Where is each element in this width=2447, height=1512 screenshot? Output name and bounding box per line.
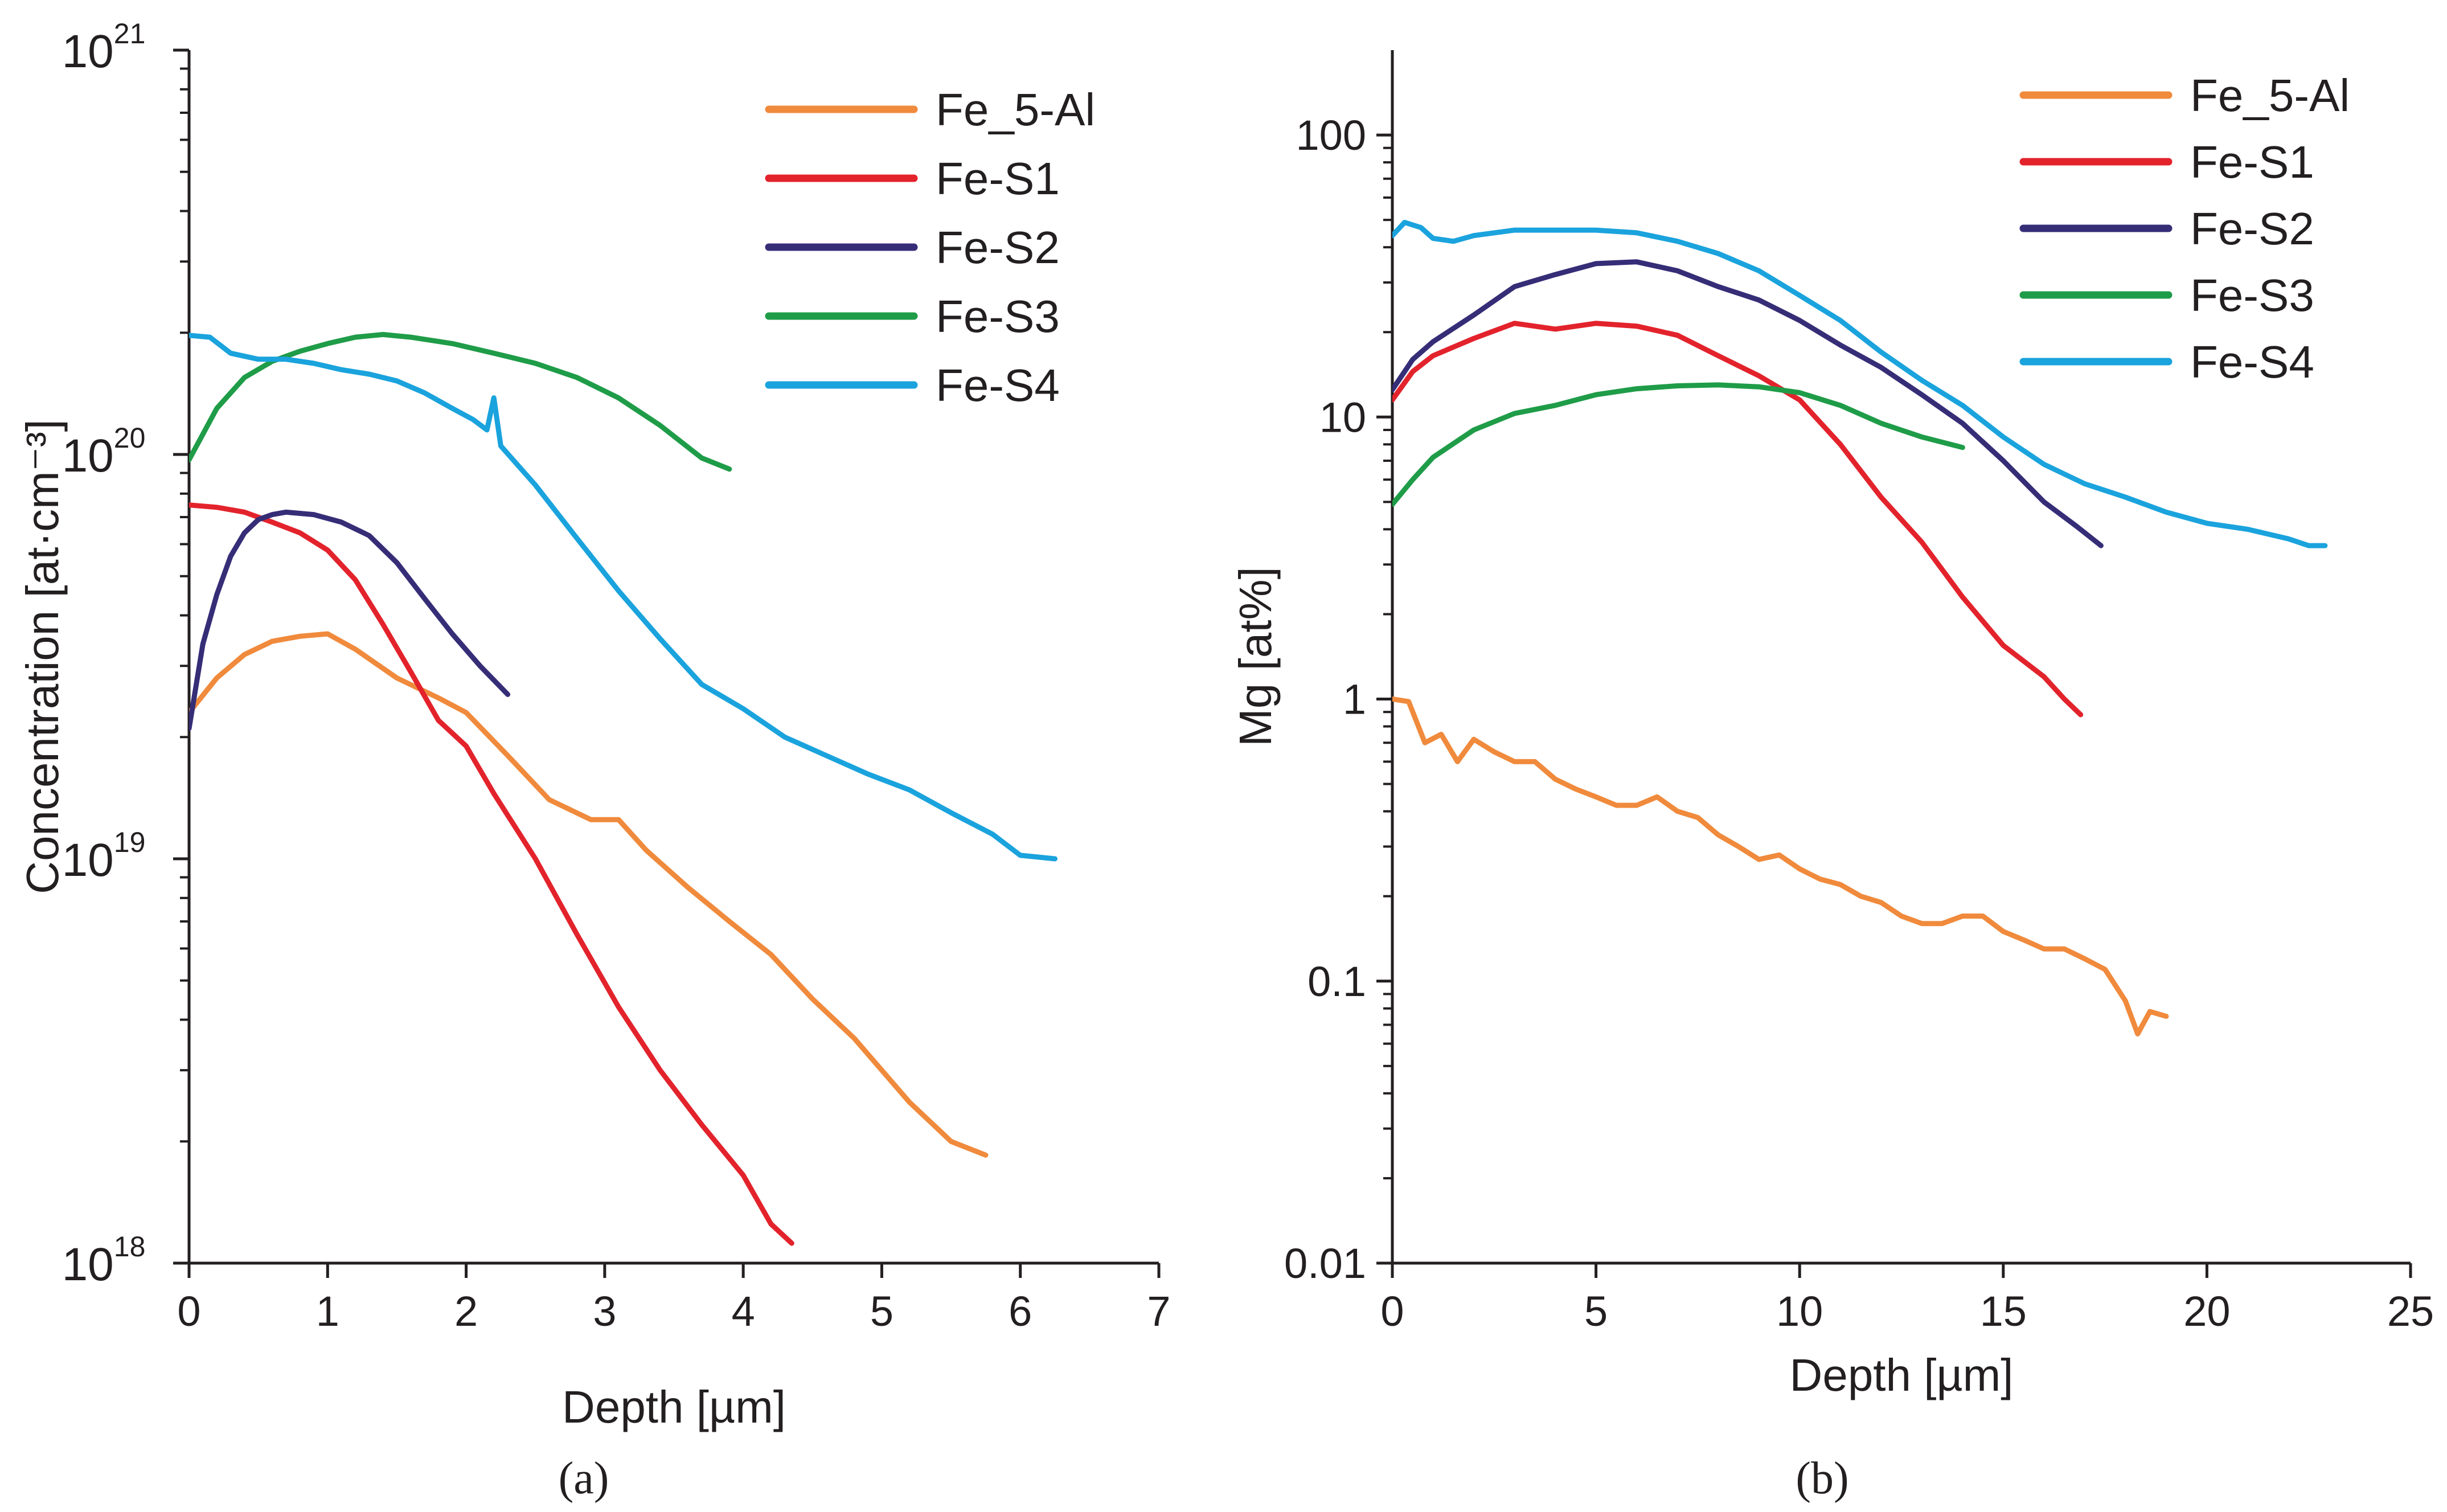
x-tick-label: 4 bbox=[732, 1288, 755, 1335]
y-axis-label: Concentration [at·cm⁻³] bbox=[17, 419, 68, 894]
x-tick-label: 0 bbox=[1380, 1288, 1404, 1335]
y-tick-label: 1021 bbox=[62, 18, 146, 77]
y-tick-label: 100 bbox=[1296, 112, 1366, 159]
series-line-fe-5-al bbox=[189, 631, 989, 1158]
legend-label: Fe-S4 bbox=[2190, 337, 2314, 387]
legend-label: Fe-S4 bbox=[936, 360, 1060, 411]
x-tick-label: 0 bbox=[177, 1288, 200, 1335]
y-tick-base: 10 bbox=[62, 1239, 114, 1290]
x-tick-label: 5 bbox=[1584, 1288, 1608, 1335]
y-tick-exponent: 19 bbox=[114, 826, 146, 858]
y-tick-base: 10 bbox=[62, 834, 114, 886]
x-tick-label: 10 bbox=[1776, 1288, 1823, 1335]
x-tick-label: 7 bbox=[1147, 1288, 1170, 1335]
y-tick-label: 1018 bbox=[62, 1231, 146, 1290]
legend-label: Fe-S1 bbox=[936, 153, 1060, 204]
series-line-fe-s3 bbox=[1392, 382, 1965, 507]
panel-label: (b) bbox=[1796, 1453, 1848, 1503]
y-tick-label: 1 bbox=[1343, 676, 1366, 723]
y-tick-label: 1019 bbox=[62, 826, 146, 886]
y-tick-exponent: 21 bbox=[114, 18, 146, 50]
x-tick-label: 2 bbox=[454, 1288, 478, 1335]
x-tick-label: 20 bbox=[2183, 1288, 2230, 1335]
series-line-fe-s2 bbox=[189, 509, 511, 731]
series-line-fe-s4 bbox=[1392, 220, 2328, 548]
x-axis-label: Depth [µm] bbox=[1790, 1350, 2014, 1400]
series-line-fe-s3 bbox=[189, 331, 732, 472]
series-line-fe-5-al bbox=[1392, 696, 2169, 1036]
x-tick-label: 3 bbox=[593, 1288, 616, 1335]
y-tick-label: 10 bbox=[1319, 394, 1366, 441]
y-tick-label: 0.1 bbox=[1307, 958, 1366, 1005]
y-tick-exponent: 20 bbox=[114, 422, 146, 454]
y-tick-base: 10 bbox=[62, 430, 114, 482]
legend-label: Fe-S3 bbox=[2190, 270, 2314, 321]
y-tick-base: 10 bbox=[62, 26, 114, 77]
x-tick-label: 1 bbox=[316, 1288, 339, 1335]
legend-label: Fe-S1 bbox=[2190, 137, 2314, 187]
series-line-fe-s4 bbox=[189, 333, 1058, 862]
legend-label: Fe-S2 bbox=[2190, 203, 2314, 254]
x-tick-label: 6 bbox=[1009, 1288, 1032, 1335]
legend-label: Fe_5-Al bbox=[2190, 70, 2350, 121]
x-tick-label: 25 bbox=[2387, 1288, 2434, 1335]
series-line-fe-s1 bbox=[1392, 321, 2084, 718]
y-tick-label: 1020 bbox=[62, 422, 146, 482]
x-tick-label: 5 bbox=[870, 1288, 893, 1335]
legend-label: Fe-S2 bbox=[936, 222, 1060, 273]
legend-label: Fe-S3 bbox=[936, 291, 1060, 342]
x-axis-label: Depth [µm] bbox=[562, 1382, 786, 1432]
y-tick-label: 0.01 bbox=[1284, 1240, 1366, 1287]
series-line-fe-s2 bbox=[1392, 259, 2104, 548]
legend-label: Fe_5-Al bbox=[936, 84, 1095, 135]
chart-panel-b: 0 5 10 15 20 25 0.01 0.1 1 10 100 Depth [µm] Mg [at%… bbox=[1230, 50, 2434, 1503]
y-axis-label: Mg [at%] bbox=[1230, 567, 1281, 747]
panel-label: (a) bbox=[559, 1453, 609, 1503]
y-tick-exponent: 18 bbox=[114, 1231, 146, 1263]
series-line-fe-s1 bbox=[189, 502, 794, 1246]
x-tick-label: 15 bbox=[1980, 1288, 2027, 1335]
